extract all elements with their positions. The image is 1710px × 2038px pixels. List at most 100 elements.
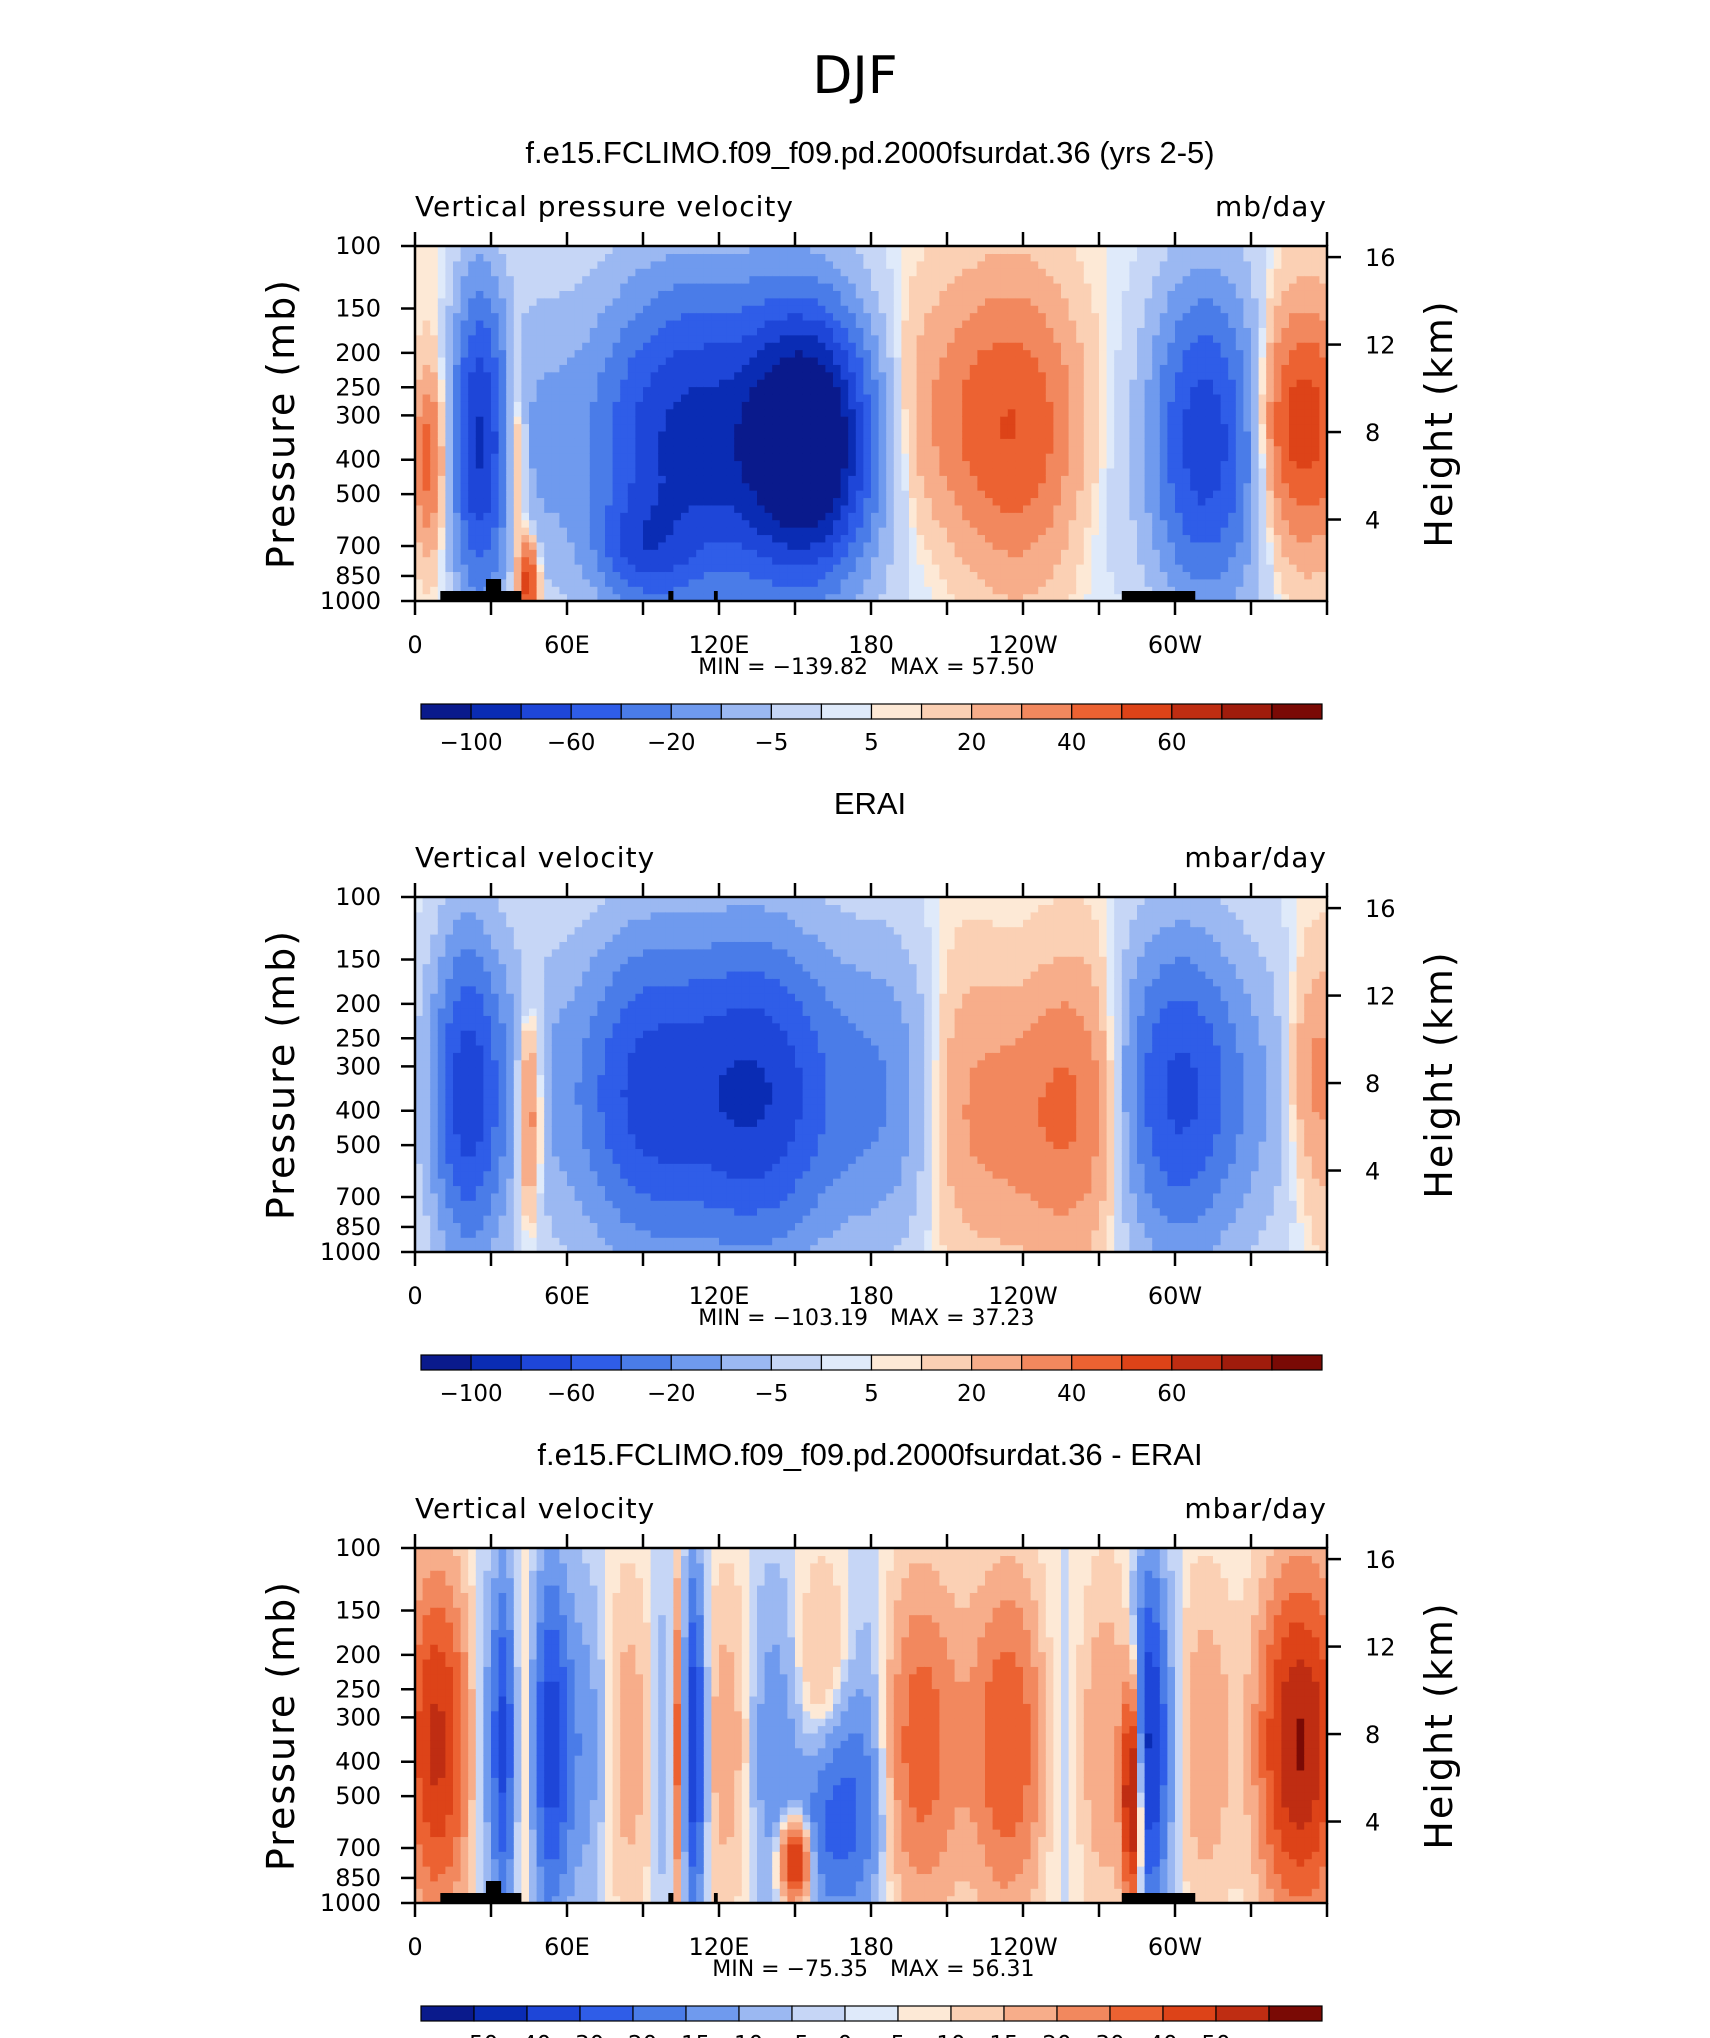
- heatmap-cell: [741, 319, 750, 328]
- heatmap-cell: [1152, 401, 1161, 410]
- heatmap-cell: [1007, 253, 1016, 262]
- heatmap-cell: [825, 430, 834, 439]
- heatmap-cell: [909, 549, 918, 558]
- heatmap-cell: [620, 290, 629, 299]
- heatmap-cell: [855, 268, 864, 277]
- heatmap-cell: [696, 275, 705, 284]
- heatmap-cell: [627, 379, 636, 388]
- heatmap-cell: [491, 556, 500, 565]
- heatmap-cell: [1137, 305, 1146, 314]
- heatmap-cell: [954, 342, 963, 351]
- heatmap-cell: [1106, 408, 1115, 417]
- heatmap-cell: [1167, 578, 1176, 587]
- heatmap-cell: [643, 393, 652, 402]
- heatmap-cell: [551, 475, 560, 484]
- heatmap-cell: [749, 401, 758, 410]
- heatmap-cell: [954, 430, 963, 439]
- heatmap-cell: [521, 393, 530, 402]
- heatmap-cell: [931, 519, 940, 528]
- heatmap-cell: [931, 334, 940, 343]
- heatmap-cell: [1068, 556, 1077, 565]
- heatmap-cell: [422, 246, 431, 254]
- heatmap-cell: [1053, 519, 1062, 528]
- heatmap-cell: [673, 527, 682, 536]
- heatmap-cell: [863, 438, 872, 447]
- heatmap-cell: [521, 275, 530, 284]
- heatmap-cell: [969, 556, 978, 565]
- heatmap-cell: [673, 445, 682, 454]
- heatmap-cell: [650, 319, 659, 328]
- heatmap-cell: [878, 305, 887, 314]
- heatmap-cell: [840, 556, 849, 565]
- heatmap-cell: [551, 593, 560, 602]
- heatmap-cell: [529, 482, 538, 491]
- heatmap-cell: [909, 416, 918, 425]
- heatmap-cell: [612, 541, 621, 550]
- heatmap-cell: [1167, 416, 1176, 425]
- heatmap-cell: [1099, 364, 1108, 373]
- heatmap-cell: [1099, 393, 1108, 402]
- heatmap-cell: [551, 453, 560, 462]
- heatmap-cell: [650, 371, 659, 380]
- heatmap-cell: [703, 349, 712, 358]
- heatmap-cell: [1061, 504, 1070, 513]
- heatmap-cell: [437, 260, 446, 269]
- heatmap-cell: [886, 408, 895, 417]
- heatmap-cell: [855, 586, 864, 595]
- heatmap-cell: [430, 423, 439, 432]
- heatmap-cell: [612, 312, 621, 321]
- heatmap-cell: [612, 519, 621, 528]
- heatmap-cell: [605, 467, 614, 476]
- heatmap-cell: [1129, 482, 1138, 491]
- heatmap-cell: [1175, 586, 1184, 595]
- heatmap-cell: [658, 475, 667, 484]
- heatmap-cell: [1061, 527, 1070, 536]
- heatmap-cell: [574, 327, 583, 336]
- heatmap-cell: [711, 305, 720, 314]
- heatmap-cell: [498, 386, 507, 395]
- heatmap-cell: [506, 490, 515, 499]
- heatmap-cell: [1083, 379, 1092, 388]
- heatmap-cell: [749, 356, 758, 365]
- heatmap-cell: [871, 312, 880, 321]
- heatmap-cell: [924, 408, 933, 417]
- heatmap-cell: [1038, 430, 1047, 439]
- heatmap-cell: [848, 297, 857, 306]
- heatmap-cell: [453, 578, 462, 587]
- heatmap-cell: [1038, 349, 1047, 358]
- heatmap-cell: [719, 290, 728, 299]
- heatmap-cell: [696, 475, 705, 484]
- heatmap-cell: [810, 364, 819, 373]
- heatmap-cell: [513, 268, 522, 277]
- heatmap-cell: [886, 356, 895, 365]
- heatmap-cell: [795, 364, 804, 373]
- heatmap-cell: [977, 416, 986, 425]
- heatmap-cell: [795, 349, 804, 358]
- heatmap-cell: [863, 334, 872, 343]
- heatmap-cell: [985, 519, 994, 528]
- heatmap-cell: [962, 482, 971, 491]
- heatmap-cell: [855, 556, 864, 565]
- heatmap-cell: [817, 260, 826, 269]
- heatmap-cell: [688, 541, 697, 550]
- heatmap-cell: [878, 334, 887, 343]
- heatmap-cell: [893, 393, 902, 402]
- heatmap-cell: [529, 534, 538, 543]
- heatmap-cell: [1007, 297, 1016, 306]
- heatmap-cell: [947, 290, 956, 299]
- heatmap-cell: [1030, 408, 1039, 417]
- heatmap-cell: [1144, 371, 1153, 380]
- heatmap-cell: [1015, 312, 1024, 321]
- heatmap-cell: [1083, 527, 1092, 536]
- heatmap-cell: [1137, 364, 1146, 373]
- heatmap-cell: [681, 534, 690, 543]
- heatmap-cell: [612, 327, 621, 336]
- heatmap-cell: [817, 349, 826, 358]
- heatmap-cell: [582, 556, 591, 565]
- heatmap-cell: [460, 408, 469, 417]
- heatmap-cell: [909, 504, 918, 513]
- heatmap-cell: [855, 423, 864, 432]
- heatmap-cell: [1038, 534, 1047, 543]
- heatmap-cell: [734, 334, 743, 343]
- heatmap-cell: [1007, 534, 1016, 543]
